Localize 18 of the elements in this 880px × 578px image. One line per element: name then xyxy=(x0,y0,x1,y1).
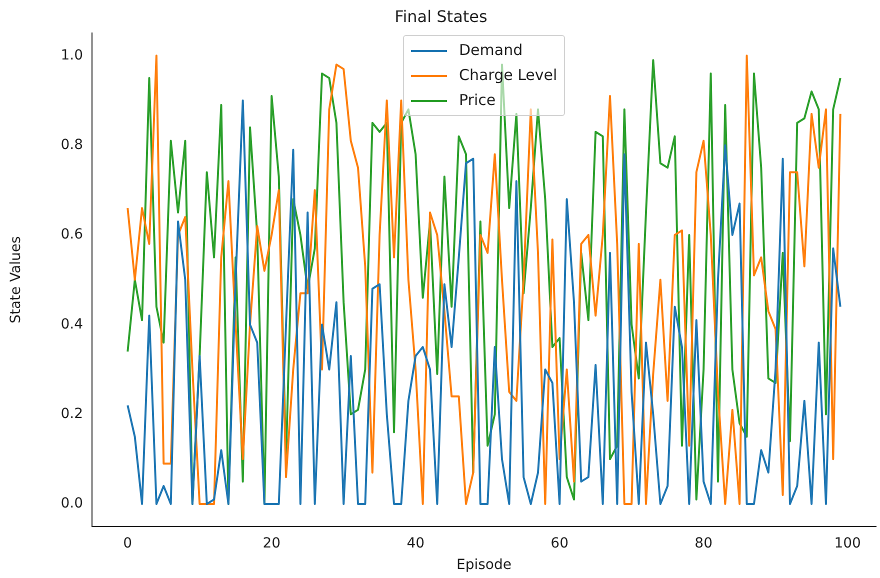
x-tick-label: 20 xyxy=(262,535,281,552)
y-tick-label: 0.8 xyxy=(60,136,83,153)
y-tick-label: 1.0 xyxy=(60,47,83,64)
y-tick-label: 0.0 xyxy=(60,496,83,512)
y-tick-label: 0.2 xyxy=(60,406,83,422)
x-tick-label: 0 xyxy=(123,535,132,552)
legend-label: Price xyxy=(459,90,496,112)
y-axis-title: State Values xyxy=(8,236,24,324)
x-axis-title: Episode xyxy=(456,557,512,574)
x-tick-label: 100 xyxy=(834,535,861,552)
legend-label: Demand xyxy=(459,40,523,62)
x-tick-label: 40 xyxy=(406,535,425,552)
legend-label: Charge Level xyxy=(459,65,558,86)
y-tick-label: 0.6 xyxy=(60,226,84,243)
x-tick-label: 60 xyxy=(550,535,569,552)
y-tick-label: 0.4 xyxy=(60,316,84,332)
x-tick-label: 80 xyxy=(694,535,712,552)
chart-title: Final States xyxy=(394,6,488,26)
